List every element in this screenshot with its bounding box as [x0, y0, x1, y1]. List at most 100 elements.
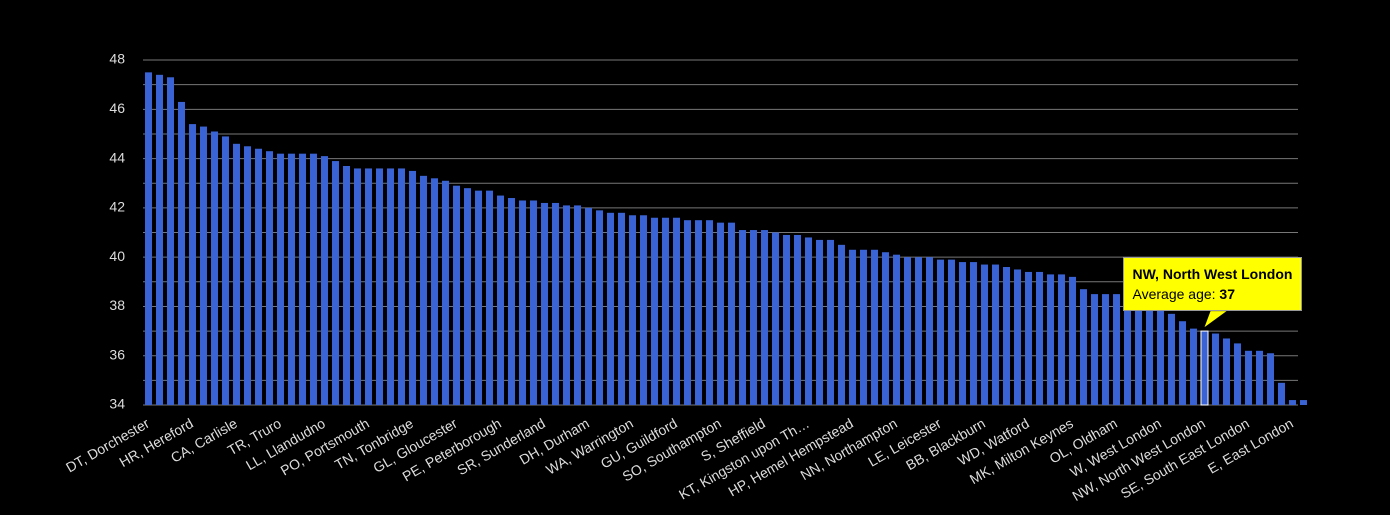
bar [321, 156, 328, 405]
bar [453, 185, 460, 405]
y-tick-label: 48 [109, 51, 125, 67]
bar [1091, 294, 1098, 405]
bar [475, 190, 482, 405]
bar [629, 215, 636, 405]
bar [1168, 313, 1175, 405]
y-tick-label: 44 [109, 149, 125, 165]
bar [827, 239, 834, 405]
bar [1113, 294, 1120, 405]
bar [1256, 350, 1263, 405]
bar [1179, 321, 1186, 405]
bar [552, 202, 559, 405]
bar [222, 136, 229, 405]
bar [1190, 328, 1197, 405]
bar [1157, 308, 1164, 405]
bar [871, 249, 878, 405]
bar [618, 212, 625, 405]
tooltip: NW, North West London Average age: 37 [1122, 257, 1303, 312]
bar [244, 146, 251, 405]
bar [1058, 274, 1065, 405]
bar [607, 212, 614, 405]
bar [981, 264, 988, 405]
bar [893, 254, 900, 405]
bar [1047, 274, 1054, 405]
bar [354, 168, 361, 405]
bar [948, 259, 955, 405]
bar [1200, 330, 1209, 406]
bar [1124, 296, 1131, 405]
bar [1069, 276, 1076, 405]
tooltip-pointer [1204, 311, 1227, 328]
bar [464, 188, 471, 405]
bar [761, 230, 768, 405]
bar [508, 198, 515, 405]
bar [277, 153, 284, 405]
bar [805, 237, 812, 405]
bar [728, 222, 735, 405]
bar [409, 170, 416, 405]
bar [739, 230, 746, 405]
bar [915, 257, 922, 405]
bar [1025, 271, 1032, 405]
bar [233, 143, 240, 406]
bar [860, 249, 867, 405]
bar [211, 131, 218, 405]
bar [563, 205, 570, 405]
bar [1102, 294, 1109, 405]
bar [442, 180, 449, 405]
y-tick-label: 40 [109, 248, 125, 264]
bar [387, 168, 394, 405]
bar [838, 244, 845, 405]
y-tick-label: 36 [109, 346, 125, 362]
bar [431, 178, 438, 405]
bar [1135, 299, 1142, 405]
tooltip-value: 37 [1219, 286, 1235, 303]
bar [530, 200, 537, 405]
bar [640, 215, 647, 405]
y-tick-label: 46 [109, 100, 125, 116]
bar [266, 151, 273, 405]
bar [343, 165, 350, 405]
bar [255, 148, 262, 405]
tooltip-title: NW, North West London [1132, 266, 1293, 283]
bar [1245, 350, 1252, 405]
bar [706, 220, 713, 405]
bar [178, 101, 185, 405]
bar [904, 257, 911, 405]
bar [849, 249, 856, 405]
bar [596, 210, 603, 405]
bar [420, 175, 427, 405]
bar [1146, 303, 1153, 405]
bar [398, 168, 405, 405]
bar [684, 220, 691, 405]
bar [794, 234, 801, 405]
bar [497, 195, 504, 405]
bar [992, 264, 999, 405]
bar [156, 74, 163, 405]
bar [695, 220, 702, 405]
bar [1003, 267, 1010, 405]
bar [937, 259, 944, 405]
bar [1234, 343, 1241, 405]
bar [145, 72, 152, 406]
bar [1278, 382, 1285, 405]
bar [772, 232, 779, 405]
bar [816, 239, 823, 405]
bar [365, 168, 372, 405]
bar [541, 202, 548, 405]
bar [651, 217, 658, 405]
bar [959, 262, 966, 405]
bar [673, 217, 680, 405]
y-tick-label: 42 [109, 199, 125, 215]
bar [783, 234, 790, 405]
bar [299, 153, 306, 405]
bar [662, 217, 669, 405]
bar [1014, 269, 1021, 405]
bar [288, 153, 295, 405]
bar [310, 153, 317, 405]
bar [486, 190, 493, 405]
bar [189, 124, 196, 405]
y-tick-label: 34 [109, 396, 125, 412]
